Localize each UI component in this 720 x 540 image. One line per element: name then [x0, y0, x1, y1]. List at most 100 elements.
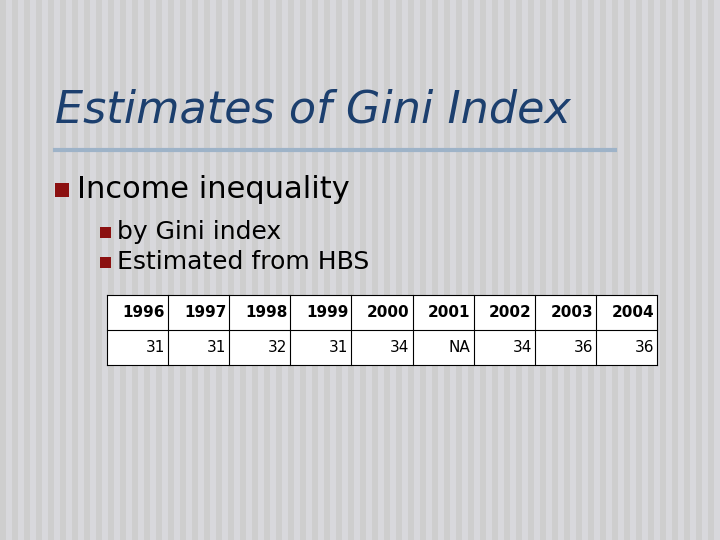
Bar [450, 0, 456, 540]
Bar [522, 0, 528, 540]
Text: 36: 36 [573, 340, 593, 355]
Text: 31: 31 [207, 340, 226, 355]
Bar [66, 0, 72, 540]
Bar [222, 0, 228, 540]
Text: 32: 32 [268, 340, 287, 355]
Text: Estimated from HBS: Estimated from HBS [117, 250, 369, 274]
Bar [690, 0, 696, 540]
Bar [420, 0, 426, 540]
Bar [100, 226, 111, 238]
Bar [510, 0, 516, 540]
Bar [558, 0, 564, 540]
Bar [156, 0, 162, 540]
Bar [114, 0, 120, 540]
Bar [564, 0, 570, 540]
Bar [174, 0, 180, 540]
Text: 1999: 1999 [306, 305, 348, 320]
Bar [480, 0, 486, 540]
Bar [204, 0, 210, 540]
Text: 36: 36 [634, 340, 654, 355]
Bar [318, 0, 324, 540]
Bar [660, 0, 666, 540]
Text: 2002: 2002 [489, 305, 532, 320]
Bar [36, 0, 42, 540]
Bar [216, 0, 222, 540]
Bar [678, 0, 684, 540]
Text: NA: NA [449, 340, 471, 355]
Bar [72, 0, 78, 540]
Bar [534, 0, 540, 540]
Text: 34: 34 [390, 340, 410, 355]
Bar [96, 0, 102, 540]
Bar [708, 0, 714, 540]
Bar [60, 0, 66, 540]
Bar [12, 0, 18, 540]
Text: 1998: 1998 [245, 305, 287, 320]
Bar [426, 0, 432, 540]
Bar [654, 0, 660, 540]
Bar [126, 0, 132, 540]
Bar [192, 0, 198, 540]
Bar [48, 0, 54, 540]
Bar [264, 0, 270, 540]
Bar [546, 0, 552, 540]
Bar [24, 0, 30, 540]
Bar [570, 0, 576, 540]
Bar [354, 0, 360, 540]
Bar [198, 0, 204, 540]
Bar [78, 0, 84, 540]
Bar [336, 0, 342, 540]
Bar [144, 0, 150, 540]
Bar [552, 0, 558, 540]
Bar [102, 0, 108, 540]
Bar [282, 0, 288, 540]
Bar [588, 0, 594, 540]
Bar [624, 0, 630, 540]
Bar [252, 0, 258, 540]
Bar [576, 0, 582, 540]
Bar [240, 0, 246, 540]
Bar [270, 0, 276, 540]
Bar [100, 256, 111, 267]
Bar [228, 0, 234, 540]
Bar [498, 0, 504, 540]
Bar [0, 0, 6, 540]
Bar [6, 0, 12, 540]
Bar [294, 0, 300, 540]
Bar [456, 0, 462, 540]
Text: by Gini index: by Gini index [117, 220, 281, 244]
Bar [342, 0, 348, 540]
Bar [18, 0, 24, 540]
Bar [150, 0, 156, 540]
Bar [138, 0, 144, 540]
Bar [684, 0, 690, 540]
Bar [666, 0, 672, 540]
Bar [714, 0, 720, 540]
Bar [132, 0, 138, 540]
Bar [162, 0, 168, 540]
Bar [444, 0, 450, 540]
Bar [600, 0, 606, 540]
Bar [324, 0, 330, 540]
Text: Income inequality: Income inequality [77, 176, 350, 205]
Text: 1997: 1997 [184, 305, 226, 320]
Bar [402, 0, 408, 540]
Text: 31: 31 [329, 340, 348, 355]
Bar [606, 0, 612, 540]
Bar [384, 0, 390, 540]
Bar [372, 0, 378, 540]
Bar [474, 0, 480, 540]
Bar [504, 0, 510, 540]
Bar [618, 0, 624, 540]
Bar [516, 0, 522, 540]
Text: 2000: 2000 [367, 305, 410, 320]
Bar [702, 0, 708, 540]
Bar [672, 0, 678, 540]
Bar [396, 0, 402, 540]
Bar [210, 0, 216, 540]
Bar [306, 0, 312, 540]
Bar [468, 0, 474, 540]
Bar [594, 0, 600, 540]
Bar [55, 183, 69, 197]
Bar [642, 0, 648, 540]
